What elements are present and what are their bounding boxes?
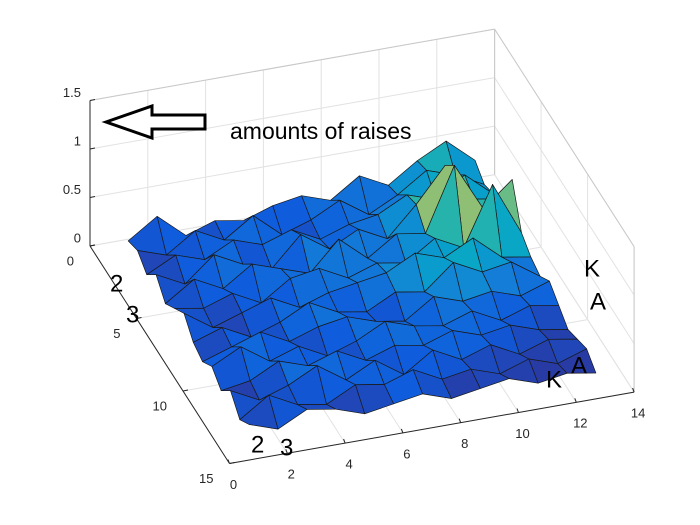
- y-tick-label: 10: [153, 398, 167, 413]
- x-tick-label: 4: [345, 457, 352, 472]
- annotation: 2: [110, 270, 123, 297]
- z-tick: [89, 147, 96, 150]
- y-tick-label: 5: [113, 326, 120, 341]
- y-tick-label: 0: [67, 253, 74, 268]
- arrow: [101, 103, 207, 141]
- annotation: A: [571, 352, 587, 379]
- box-edge: [494, 28, 635, 247]
- x-tick: [285, 449, 288, 454]
- x-tick: [227, 459, 230, 464]
- x-tick-label: 0: [230, 477, 237, 492]
- x-axis: [229, 391, 635, 464]
- x-tick-label: 6: [403, 446, 410, 461]
- z-tick-label: 0: [74, 230, 81, 245]
- y-tick: [229, 462, 235, 464]
- annotation: amounts of raises: [230, 118, 412, 144]
- x-tick: [343, 438, 346, 444]
- annotation: K: [546, 366, 562, 393]
- grid-line: [494, 77, 635, 296]
- x-tick-label: 14: [631, 406, 645, 421]
- grid-line: [89, 125, 495, 198]
- y-axis: [89, 245, 230, 464]
- axes: 0 2 4 6 8 10 12 14 0 5 10 15 0 0.5 1 1.5: [63, 85, 645, 492]
- y-tick-label: 15: [199, 471, 213, 486]
- annotation: A: [590, 288, 606, 315]
- x-tick: [400, 428, 404, 434]
- x-tick-label: 12: [573, 416, 587, 431]
- grid-line: [494, 125, 635, 344]
- surface-cell: [239, 394, 279, 430]
- x-tick: [458, 418, 462, 423]
- x-tick: [574, 398, 577, 403]
- z-tick: [89, 196, 96, 198]
- surface: [127, 140, 597, 430]
- z-tick: [89, 244, 96, 247]
- annotation: K: [584, 255, 600, 282]
- x-tick-label: 8: [461, 436, 468, 451]
- x-tick: [516, 408, 519, 413]
- x-tick: [632, 387, 635, 393]
- z-tick-label: 1.5: [63, 85, 81, 100]
- x-tick-label: 2: [288, 467, 295, 482]
- x-tick-label: 10: [515, 426, 529, 441]
- annotation: 3: [126, 301, 139, 328]
- grid-line: [89, 77, 495, 150]
- y-tick: [136, 317, 142, 319]
- y-tick: [182, 389, 189, 392]
- annotation: 3: [280, 434, 293, 461]
- z-tick-label: 0.5: [63, 182, 81, 197]
- box-edge: [89, 28, 495, 101]
- z-tick-label: 1: [74, 133, 81, 148]
- annotation: 2: [251, 431, 264, 458]
- z-tick: [89, 99, 96, 101]
